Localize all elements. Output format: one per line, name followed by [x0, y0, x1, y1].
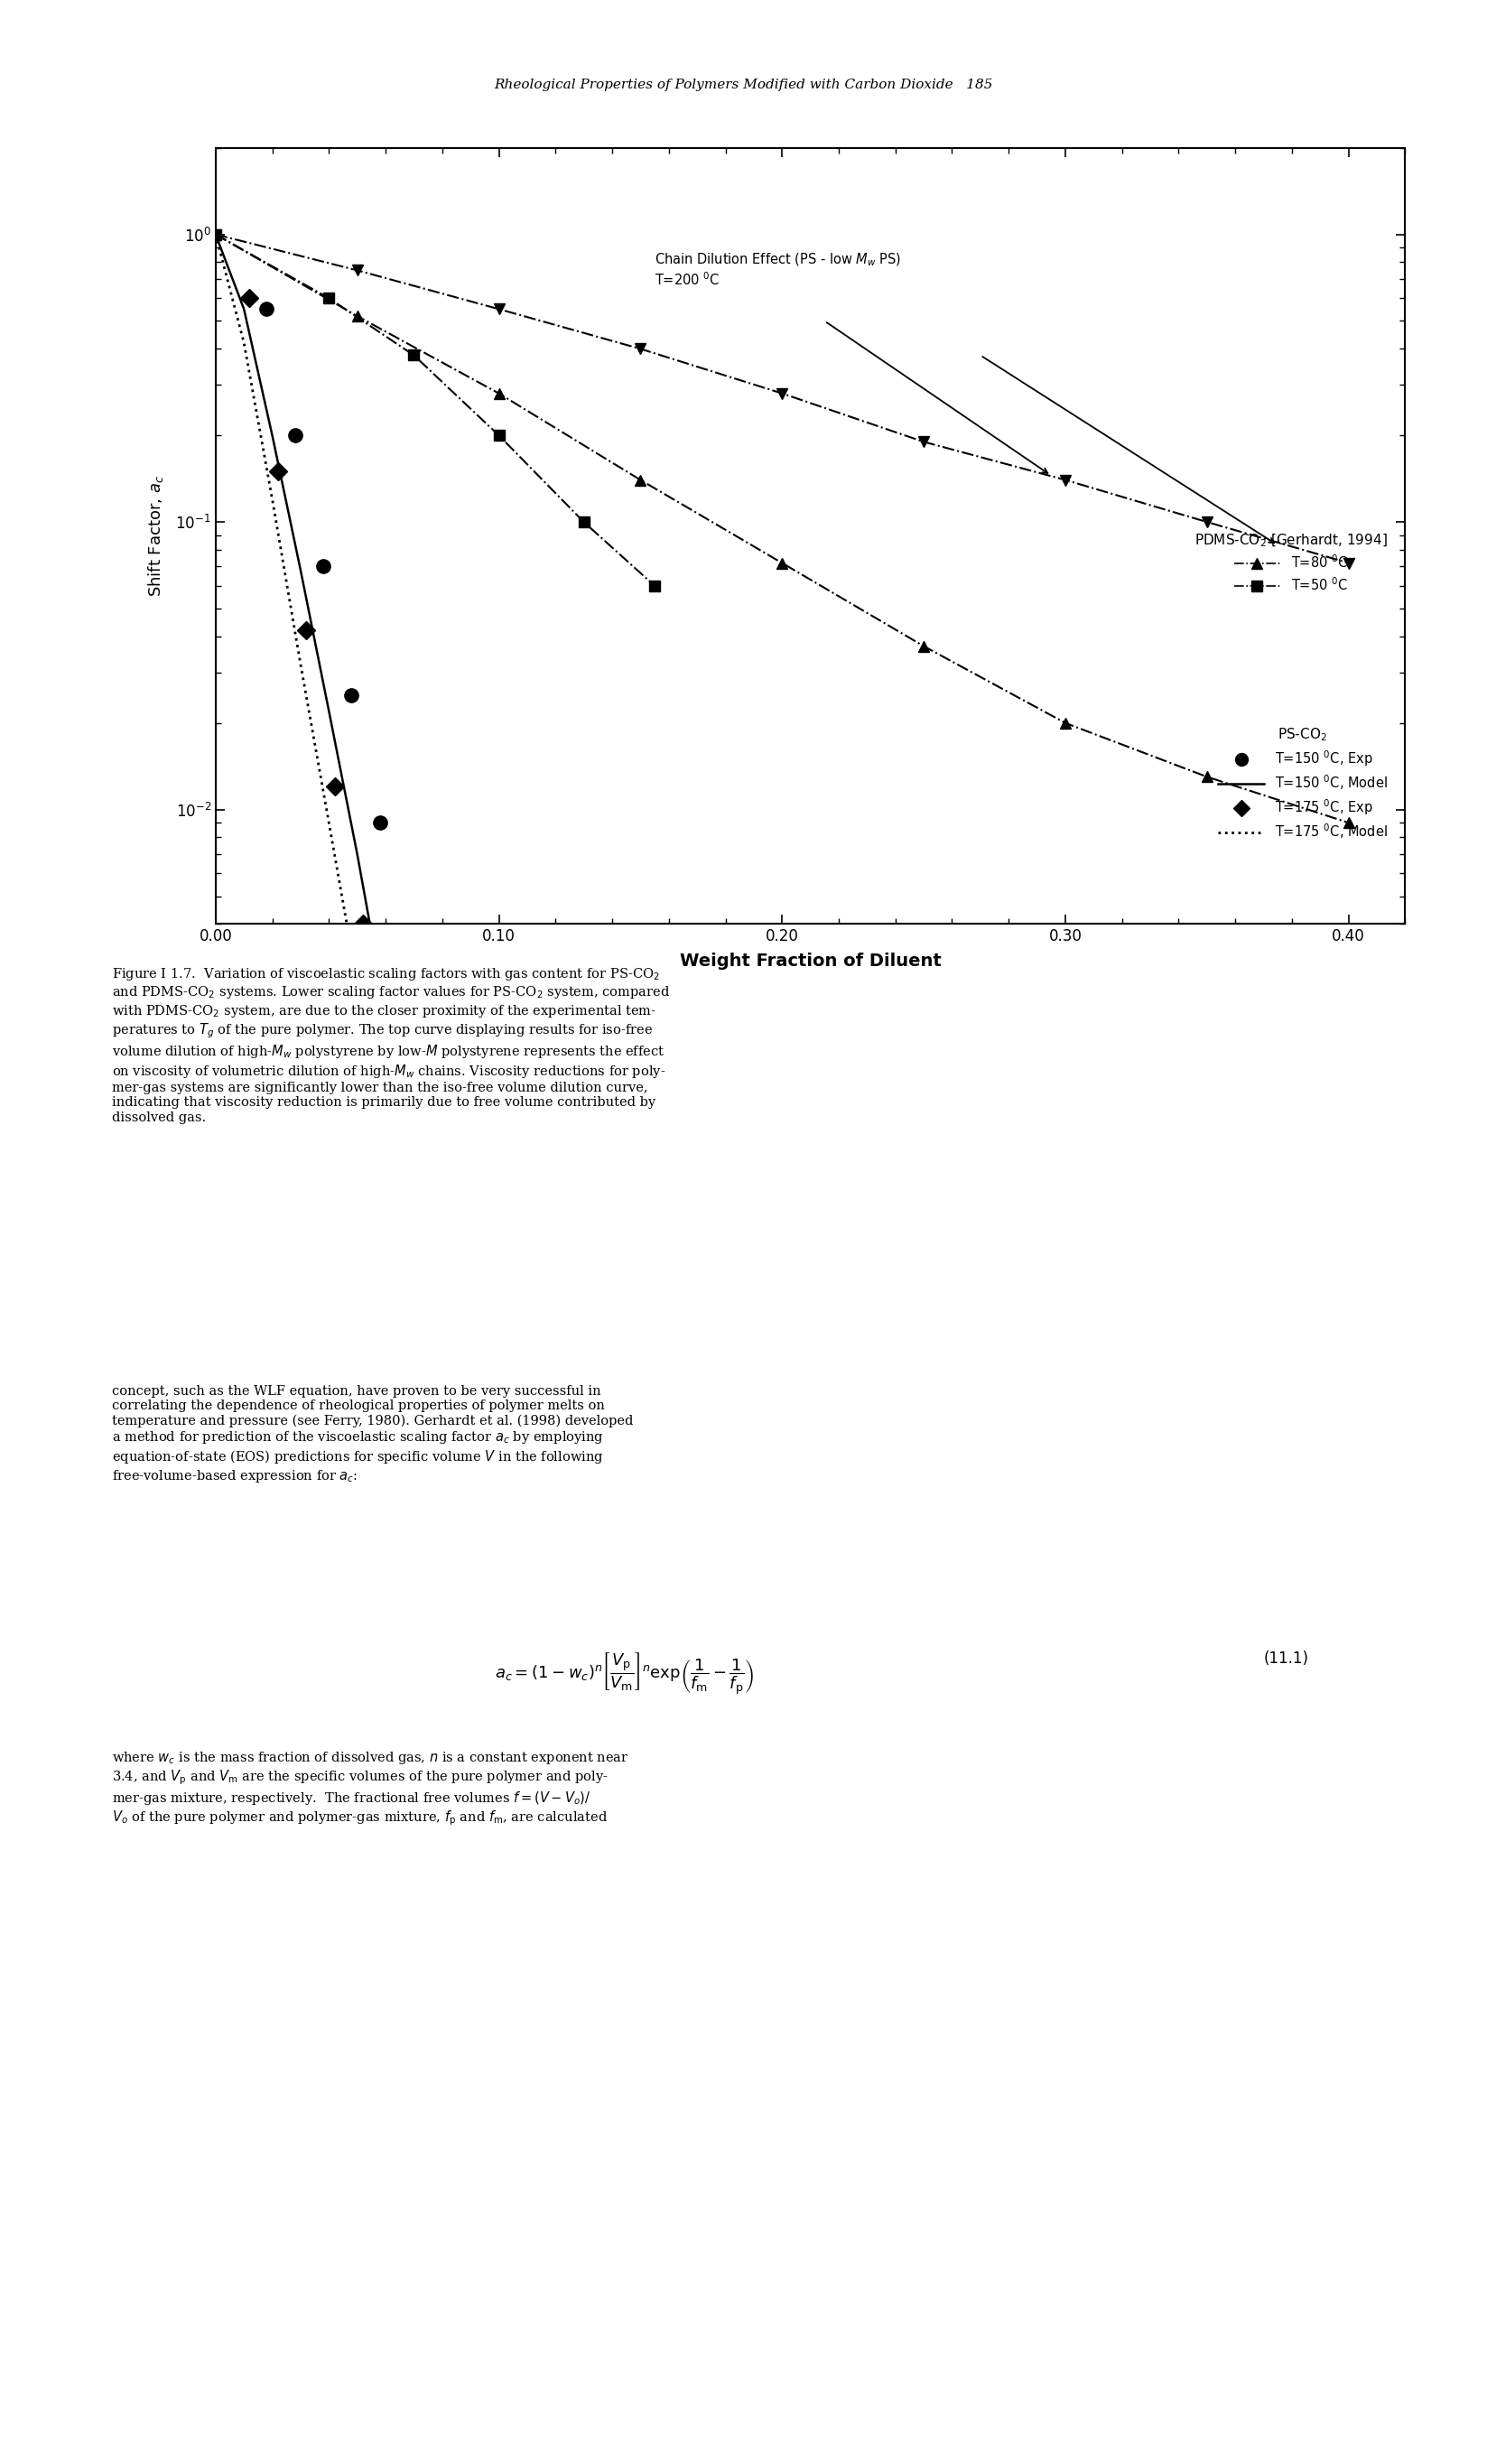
Text: (11.1): (11.1) [1264, 1651, 1309, 1668]
Text: Rheological Properties of Polymers Modified with Carbon Dioxide   185: Rheological Properties of Polymers Modif… [494, 79, 993, 91]
Y-axis label: Shift Factor, $a_c$: Shift Factor, $a_c$ [147, 476, 165, 596]
Text: Chain Dilution Effect (PS - low $M_w$ PS)
T=200 $^0$C: Chain Dilution Effect (PS - low $M_w$ PS… [654, 251, 901, 288]
Legend: T=150 $^0$C, Exp, T=150 $^0$C, Model, T=175 $^0$C, Exp, T=175 $^0$C, Model: T=150 $^0$C, Exp, T=150 $^0$C, Model, T=… [1213, 722, 1393, 845]
Text: concept, such as the WLF equation, have proven to be very successful in
correlat: concept, such as the WLF equation, have … [112, 1385, 633, 1483]
Text: where $w_c$ is the mass fraction of dissolved gas, $n$ is a constant exponent ne: where $w_c$ is the mass fraction of diss… [112, 1749, 629, 1828]
X-axis label: Weight Fraction of Diluent: Weight Fraction of Diluent [680, 951, 941, 968]
Text: Figure I 1.7.  Variation of viscoelastic scaling factors with gas content for PS: Figure I 1.7. Variation of viscoelastic … [112, 966, 669, 1124]
Text: $a_c = (1 - w_c)^n \left[\dfrac{V_\mathrm{p}}{V_\mathrm{m}}\right]^n \exp\!\left: $a_c = (1 - w_c)^n \left[\dfrac{V_\mathr… [495, 1651, 754, 1695]
